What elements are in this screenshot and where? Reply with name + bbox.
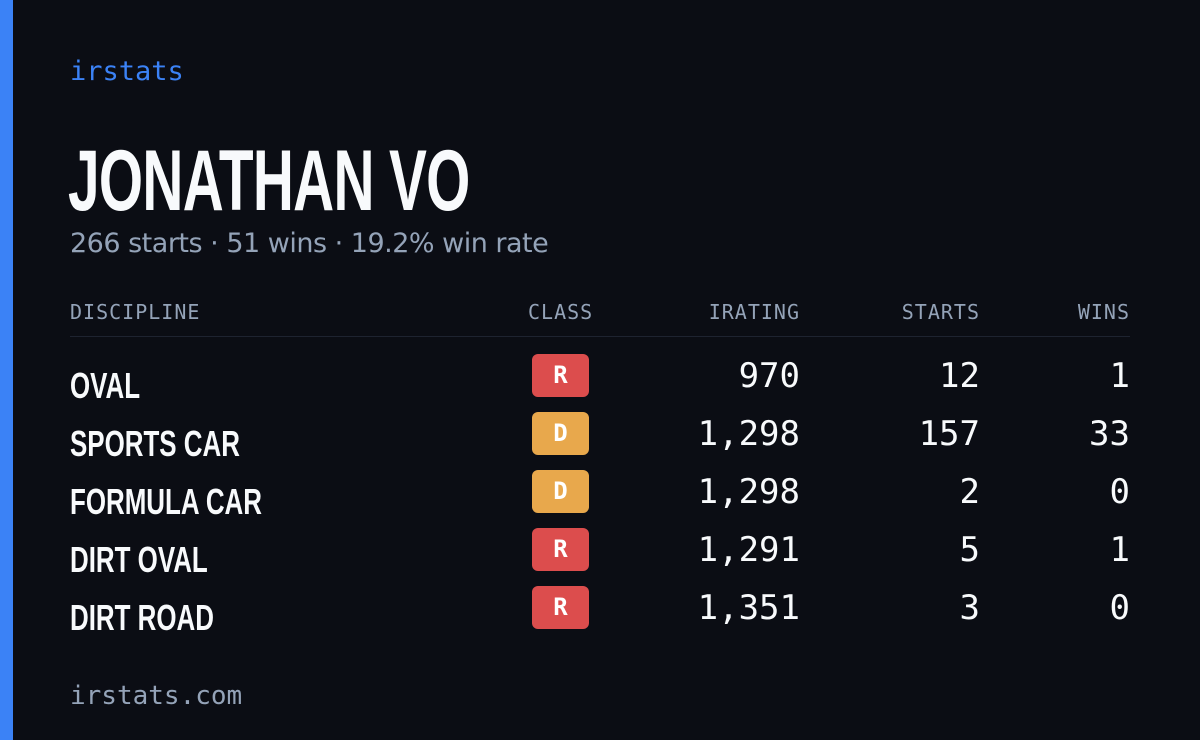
table-row: FORMULA CAR D 1,298 2 0 [70,468,1130,526]
header-discipline: DISCIPLINE [70,300,201,324]
irating-value: 1,298 [697,472,800,512]
player-name: JONATHAN VO [68,133,470,229]
class-badge: D [532,470,589,513]
irating-value: 1,298 [697,414,800,454]
footer-url[interactable]: irstats.com [70,681,243,711]
starts-value: 2 [959,472,980,512]
discipline-name: OVAL [70,365,141,406]
wins-value: 33 [1089,414,1130,454]
starts-value: 157 [918,414,980,454]
header-class: CLASS [528,300,594,324]
table-row: DIRT OVAL R 1,291 5 1 [70,526,1130,584]
wins-value: 0 [1109,588,1130,628]
wins-value: 1 [1109,356,1130,396]
irating-value: 1,351 [697,588,800,628]
table-row: DIRT ROAD R 1,351 3 0 [70,584,1130,642]
wins-value: 1 [1109,530,1130,570]
starts-value: 5 [959,530,980,570]
discipline-table: OVAL R 970 12 1 SPORTS CAR D 1,298 157 3… [70,352,1130,642]
header-divider [70,336,1130,337]
class-badge: D [532,412,589,455]
class-badge: R [532,586,589,629]
header-starts: STARTS [901,300,980,324]
class-badge: R [532,354,589,397]
discipline-name: DIRT ROAD [70,597,214,638]
wins-value: 0 [1109,472,1130,512]
table-row: OVAL R 970 12 1 [70,352,1130,410]
table-header: DISCIPLINE CLASS IRATING STARTS WINS [70,300,1130,330]
discipline-name: FORMULA CAR [70,481,262,522]
table-row: SPORTS CAR D 1,298 157 33 [70,410,1130,468]
starts-value: 12 [939,356,980,396]
class-badge: R [532,528,589,571]
brand-logo-text[interactable]: irstats [70,56,184,87]
irating-value: 1,291 [697,530,800,570]
starts-value: 3 [959,588,980,628]
header-wins: WINS [1077,300,1130,324]
irating-value: 970 [738,356,800,396]
player-summary: 266 starts · 51 wins · 19.2% win rate [70,228,549,259]
header-irating: IRATING [708,300,800,324]
discipline-name: DIRT OVAL [70,539,208,580]
accent-bar [0,0,13,740]
discipline-name: SPORTS CAR [70,423,240,464]
